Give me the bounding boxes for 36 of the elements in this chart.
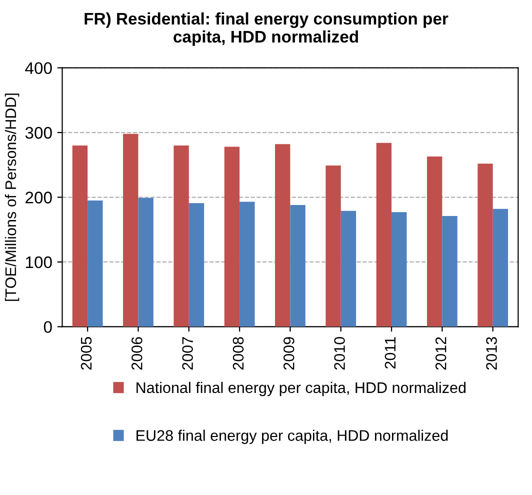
bar bbox=[240, 202, 255, 327]
x-tick-label: 2008 bbox=[232, 337, 244, 370]
x-tick-label: 2013 bbox=[486, 337, 497, 370]
x-tick-label: 2010 bbox=[334, 337, 345, 370]
legend-label: EU28 final energy per capita, HDD normalized bbox=[136, 430, 448, 444]
x-tick-label: 2012 bbox=[435, 337, 446, 370]
y-tick-label: 400 bbox=[25, 62, 52, 74]
bar bbox=[290, 205, 306, 327]
bar bbox=[72, 145, 88, 327]
bar bbox=[478, 164, 493, 327]
bar bbox=[340, 210, 356, 327]
y-tick-label: 0 bbox=[44, 321, 52, 333]
bar bbox=[188, 203, 204, 327]
legend-label: National final energy per capita, HDD normalized bbox=[136, 382, 466, 396]
y-tick-label: 200 bbox=[26, 192, 52, 204]
bar bbox=[492, 208, 508, 327]
bar bbox=[326, 166, 341, 327]
bar bbox=[224, 146, 240, 327]
x-tick-label: 2005 bbox=[80, 337, 92, 370]
x-tick-label: 2007 bbox=[182, 337, 193, 370]
bar bbox=[174, 145, 189, 327]
y-axis-title: [TOE/Millions of Persons/HDD] bbox=[4, 94, 20, 301]
bar bbox=[138, 198, 154, 327]
chart-title: FR) Residential: final energy consumption per capita, HDD normalized bbox=[84, 12, 448, 46]
bar bbox=[392, 212, 407, 327]
bar bbox=[275, 144, 290, 327]
bar bbox=[376, 142, 392, 327]
bar bbox=[123, 134, 138, 327]
bar bbox=[442, 216, 458, 327]
y-tick-label: 300 bbox=[25, 126, 52, 139]
x-tick-label: 2009 bbox=[283, 337, 294, 370]
bar bbox=[426, 156, 442, 327]
bar bbox=[88, 200, 103, 327]
x-tick-label: 2006 bbox=[132, 337, 142, 370]
y-tick-label: 100 bbox=[26, 256, 52, 268]
x-tick-label: 2011 bbox=[384, 337, 396, 369]
